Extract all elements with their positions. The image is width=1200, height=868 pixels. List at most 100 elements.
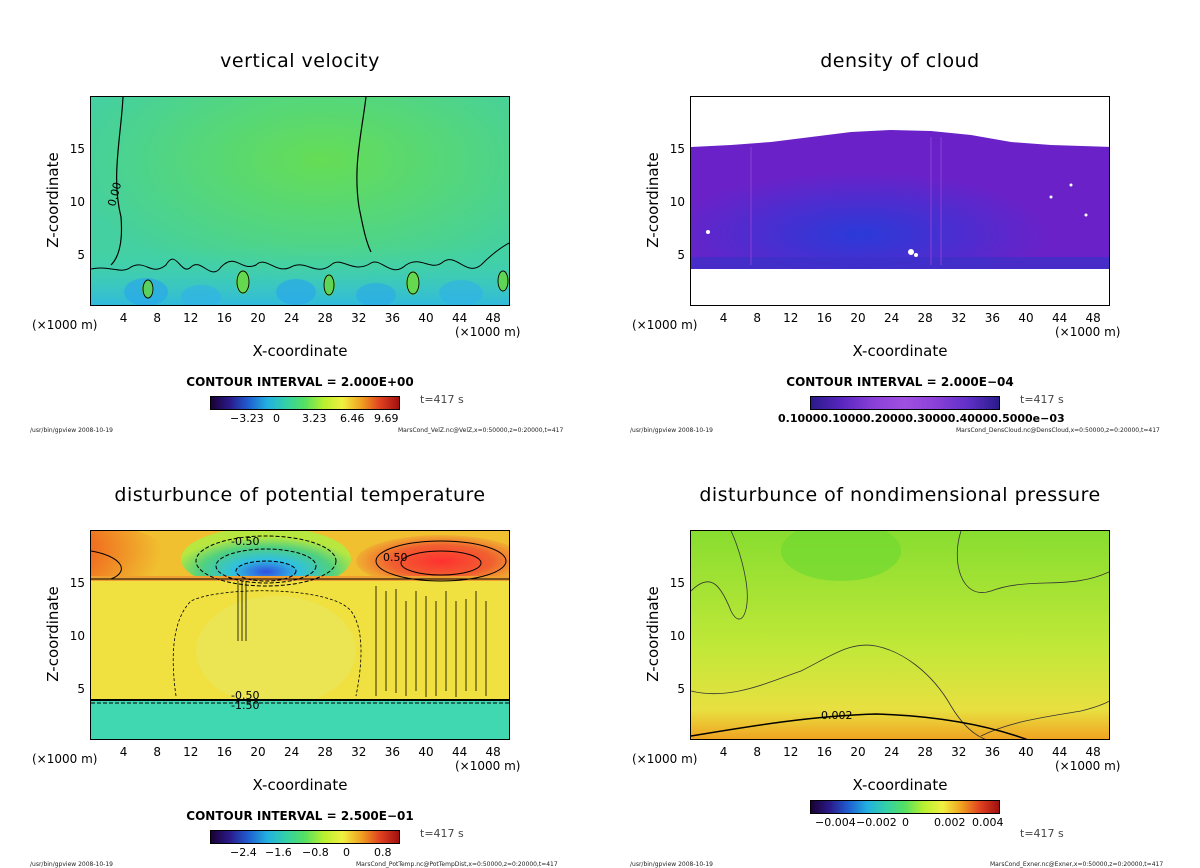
x-axis-label: X-coordinate bbox=[252, 342, 348, 360]
x-tick: 12 bbox=[183, 745, 199, 759]
x-tick: 20 bbox=[850, 745, 866, 759]
y-tick: 5 bbox=[77, 248, 85, 262]
x-tick: 4 bbox=[119, 745, 128, 759]
x-tick: 4 bbox=[719, 311, 728, 325]
x-axis-label: X-coordinate bbox=[852, 342, 948, 360]
chart-title: density of cloud bbox=[820, 50, 980, 72]
footer-left: /usr/bin/gpview 2008-10-19 bbox=[630, 861, 713, 868]
x-unit-right: (×1000 m) bbox=[1055, 759, 1121, 773]
heatmap-vertical-velocity: 0.00 bbox=[91, 97, 509, 305]
y-tick: 15 bbox=[669, 142, 685, 156]
x-tick: 16 bbox=[816, 745, 833, 759]
x-tick: 20 bbox=[850, 311, 866, 325]
x-unit-right: (×1000 m) bbox=[455, 325, 521, 339]
x-tick: 40 bbox=[1018, 311, 1034, 325]
colorbar-tick: 0 bbox=[273, 412, 280, 425]
x-tick: 32 bbox=[351, 745, 367, 759]
colorbar-tick: 3.23 bbox=[302, 412, 327, 425]
x-tick: 28 bbox=[317, 311, 333, 325]
x-unit-right: (×1000 m) bbox=[455, 759, 521, 773]
y-axis-label: Z-coordinate bbox=[644, 586, 662, 682]
y-tick: 15 bbox=[69, 576, 85, 590]
x-axis-label: X-coordinate bbox=[252, 776, 348, 794]
colorbar-tick: 0.004 bbox=[972, 816, 1004, 829]
colorbar-tick: 0 bbox=[902, 816, 909, 829]
x-tick: 12 bbox=[183, 311, 199, 325]
colorbar-tick: −3.23 bbox=[230, 412, 264, 425]
colorbar-tick: 0.8 bbox=[374, 846, 392, 859]
x-tick: 24 bbox=[283, 745, 300, 759]
contour-interval: CONTOUR INTERVAL = 2.500E−01 bbox=[186, 809, 414, 823]
x-tick: 8 bbox=[153, 745, 161, 759]
y-tick: 10 bbox=[669, 195, 685, 209]
colorbar-tick: 0.002 bbox=[934, 816, 966, 829]
x-tick: 36 bbox=[984, 745, 1001, 759]
y-tick: 10 bbox=[69, 195, 85, 209]
heatmap-nondimensional-pressure: 0.002 bbox=[691, 531, 1109, 739]
x-tick: 40 bbox=[418, 745, 434, 759]
time-label: t=417 s bbox=[420, 393, 464, 406]
x-unit-left: (×1000 m) bbox=[32, 318, 98, 332]
x-tick: 32 bbox=[351, 311, 367, 325]
contour-label: 0.50 bbox=[383, 551, 408, 564]
x-tick: 40 bbox=[418, 311, 434, 325]
colorbar-tick-text: 0.10000.10000.20000.30000.40000.5000e−03 bbox=[778, 412, 1065, 425]
footer-right: MarsCond_Exner.nc@Exner,x=0:50000,z=0:20… bbox=[990, 861, 1164, 868]
x-tick: 28 bbox=[917, 311, 933, 325]
y-tick: 15 bbox=[669, 576, 685, 590]
footer-left: /usr/bin/gpview 2008-10-19 bbox=[630, 427, 713, 434]
colorbar-tick: −0.004 bbox=[815, 816, 856, 829]
y-axis-label: Z-coordinate bbox=[44, 586, 62, 682]
x-unit-left: (×1000 m) bbox=[32, 752, 98, 766]
x-tick: 24 bbox=[883, 745, 900, 759]
x-tick: 44 bbox=[451, 745, 468, 759]
y-tick: 15 bbox=[69, 142, 85, 156]
footer-right: MarsCond_PotTemp.nc@PotTempDist,x=0:5000… bbox=[356, 861, 558, 868]
x-tick: 24 bbox=[883, 311, 900, 325]
x-tick: 8 bbox=[153, 311, 161, 325]
colorbar bbox=[810, 800, 1000, 814]
chart-title: disturbunce of potential temperature bbox=[114, 484, 486, 506]
x-tick: 12 bbox=[783, 311, 799, 325]
panel-vertical-velocity: vertical velocity bbox=[0, 0, 600, 434]
x-tick: 48 bbox=[485, 311, 501, 325]
panel-density-of-cloud: density of cloud 5 10 15 4 8 12 16 20 24 28 32 3… bbox=[600, 0, 1200, 434]
chart-title: disturbunce of nondimensional pressure bbox=[699, 484, 1101, 506]
x-tick: 24 bbox=[283, 311, 300, 325]
x-tick: 16 bbox=[216, 745, 233, 759]
x-tick: 48 bbox=[485, 745, 501, 759]
x-tick: 44 bbox=[1051, 745, 1068, 759]
x-tick: 36 bbox=[384, 745, 401, 759]
footer-left: /usr/bin/gpview 2008-10-19 bbox=[30, 861, 113, 868]
colorbar-tick: 9.69 bbox=[374, 412, 399, 425]
contour-label: -0.50 bbox=[231, 689, 259, 702]
colorbar bbox=[810, 396, 1000, 410]
x-tick: 48 bbox=[1085, 311, 1101, 325]
time-label: t=417 s bbox=[1020, 393, 1064, 406]
y-tick: 5 bbox=[677, 682, 685, 696]
x-tick: 44 bbox=[451, 311, 468, 325]
x-tick: 48 bbox=[1085, 745, 1101, 759]
colorbar bbox=[210, 396, 400, 410]
footer-right: MarsCond_VelZ.nc@VelZ,x=0:50000,z=0:2000… bbox=[398, 427, 564, 434]
x-tick: 32 bbox=[951, 745, 967, 759]
x-tick: 40 bbox=[1018, 745, 1034, 759]
x-tick: 20 bbox=[250, 745, 266, 759]
contour-label: 0.00 bbox=[105, 181, 124, 208]
colorbar-tick: −1.6 bbox=[265, 846, 292, 859]
y-tick: 10 bbox=[669, 629, 685, 643]
contour-label: 0.002 bbox=[821, 709, 853, 722]
x-unit-left: (×1000 m) bbox=[632, 318, 698, 332]
y-axis-label: Z-coordinate bbox=[644, 152, 662, 248]
plot-area: 0.00 bbox=[90, 96, 510, 306]
plot-area: 0.002 bbox=[690, 530, 1110, 740]
x-unit-right: (×1000 m) bbox=[1055, 325, 1121, 339]
chart-title: vertical velocity bbox=[220, 50, 380, 72]
contour-interval: CONTOUR INTERVAL = 2.000E−04 bbox=[786, 375, 1014, 389]
colorbar bbox=[210, 830, 400, 844]
x-tick: 16 bbox=[816, 311, 833, 325]
heatmap-potential-temperature: -0.50 0.50 -0.50 -1.50 bbox=[91, 531, 509, 739]
x-tick: 36 bbox=[384, 311, 401, 325]
footer-left: /usr/bin/gpview 2008-10-19 bbox=[30, 427, 113, 434]
x-tick: 8 bbox=[753, 745, 761, 759]
